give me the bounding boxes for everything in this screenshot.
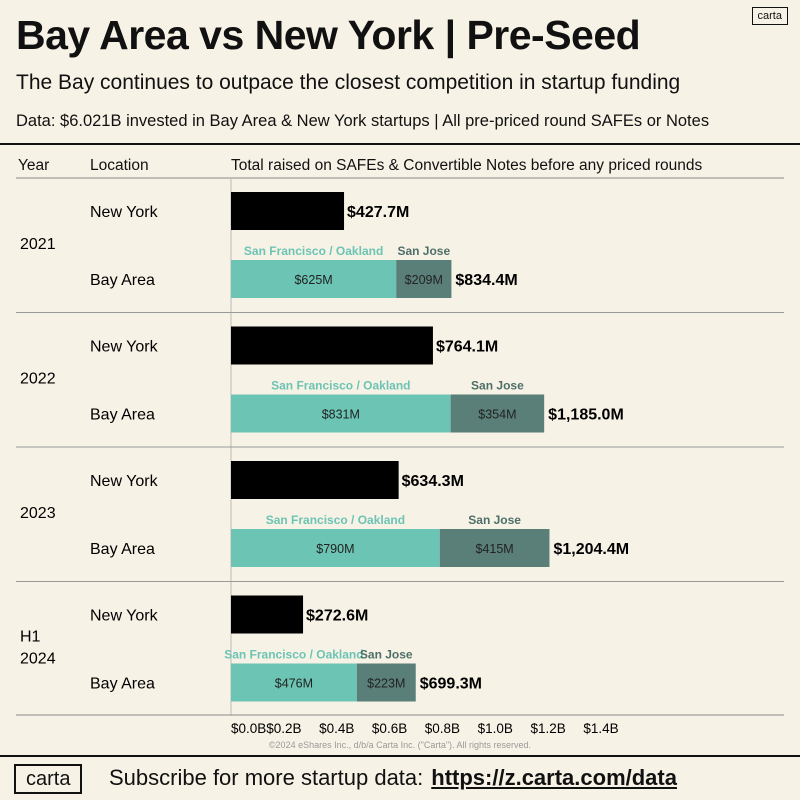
footer-cta-text: Subscribe for more startup data: [109, 765, 424, 790]
x-tick-label: $1.2B [531, 721, 566, 736]
carta-badge: carta [751, 7, 788, 25]
bar-new-york [231, 595, 304, 634]
carta-logo[interactable]: carta [14, 764, 83, 794]
bar-new-york [231, 192, 345, 230]
bar-new-york [231, 326, 433, 365]
x-tick-label: $0.4B [319, 721, 354, 736]
location-label-bay-area: Bay Area [90, 407, 155, 424]
data-source-line: Data: $6.021B invested in Bay Area & New… [16, 112, 710, 130]
value-label-sf-oakland: $625M [294, 273, 332, 287]
year-label: 2022 [20, 371, 56, 388]
location-label-bay-area: Bay Area [90, 676, 155, 693]
x-tick-label: $0.0B [231, 721, 266, 736]
value-label-new-york: $764.1M [436, 339, 498, 356]
year-label: H1 2024 [20, 629, 56, 668]
footer-link[interactable]: https://z.carta.com/data [431, 765, 677, 790]
value-label-new-york: $634.3M [402, 473, 464, 490]
bar-new-york [231, 461, 399, 499]
location-label-new-york: New York [90, 339, 159, 356]
value-label-new-york: $427.7M [347, 204, 409, 221]
bar-san-jose [439, 529, 550, 567]
value-label-bay-area-total: $1,185.0M [548, 407, 624, 424]
value-label-san-jose: $209M [405, 273, 443, 287]
year-label: 2021 [20, 236, 56, 253]
footer-divider [0, 755, 800, 757]
header-divider [0, 143, 800, 145]
value-label-sf-oakland: $790M [316, 542, 354, 556]
footer-cta: Subscribe for more startup data: https://… [109, 765, 677, 791]
bar-sf-oakland [231, 394, 451, 433]
x-tick-label: $1.0B [478, 721, 513, 736]
series-label-sf-oakland: San Francisco / Oakland [244, 244, 383, 258]
bar-sf-oakland [231, 260, 397, 298]
series-label-san-jose: San Jose [468, 513, 521, 527]
value-label-sf-oakland: $831M [322, 408, 360, 422]
value-label-bay-area-total: $1,204.4M [553, 541, 629, 558]
x-tick-label: $0.8B [425, 721, 460, 736]
value-label-san-jose: $415M [476, 542, 514, 556]
bar-san-jose [396, 260, 452, 298]
series-label-san-jose: San Jose [360, 648, 413, 662]
series-label-sf-oakland: San Francisco / Oakland [224, 648, 363, 662]
series-label-sf-oakland: San Francisco / Oakland [266, 513, 405, 527]
column-header-location: Location [90, 157, 149, 174]
value-label-new-york: $272.6M [306, 608, 368, 625]
location-label-new-york: New York [90, 204, 159, 221]
location-label-new-york: New York [90, 608, 159, 625]
bar-san-jose [450, 394, 545, 433]
location-label-new-york: New York [90, 473, 159, 490]
column-header-total: Total raised on SAFEs & Convertible Note… [231, 157, 703, 174]
series-label-san-jose: San Jose [471, 379, 524, 393]
page-subtitle: The Bay continues to outpace the closest… [16, 71, 681, 94]
location-label-bay-area: Bay Area [90, 272, 155, 289]
value-label-sf-oakland: $476M [275, 677, 313, 691]
funding-bar-chart: 2021 New York Bay Area $427.7M $625M $209M San… [16, 177, 784, 750]
page-title: Bay Area vs New York | Pre-Seed [16, 12, 641, 58]
x-tick-label: $0.6B [372, 721, 407, 736]
copyright-note: ©2024 eShares Inc., d/b/a Carta Inc. ("C… [269, 740, 531, 750]
x-tick-label: $1.4B [583, 721, 618, 736]
bar-sf-oakland [231, 663, 357, 702]
column-header-year: Year [18, 157, 50, 174]
bar-san-jose [356, 663, 416, 702]
x-tick-label: $0.2B [266, 721, 301, 736]
year-label: 2023 [20, 505, 56, 522]
bar-sf-oakland [231, 529, 440, 567]
value-label-san-jose: $354M [478, 408, 516, 422]
value-label-bay-area-total: $834.4M [455, 272, 517, 289]
series-label-sf-oakland: San Francisco / Oakland [271, 379, 410, 393]
location-label-bay-area: Bay Area [90, 541, 155, 558]
value-label-bay-area-total: $699.3M [420, 676, 482, 693]
series-label-san-jose: San Jose [397, 244, 450, 258]
value-label-san-jose: $223M [367, 677, 405, 691]
